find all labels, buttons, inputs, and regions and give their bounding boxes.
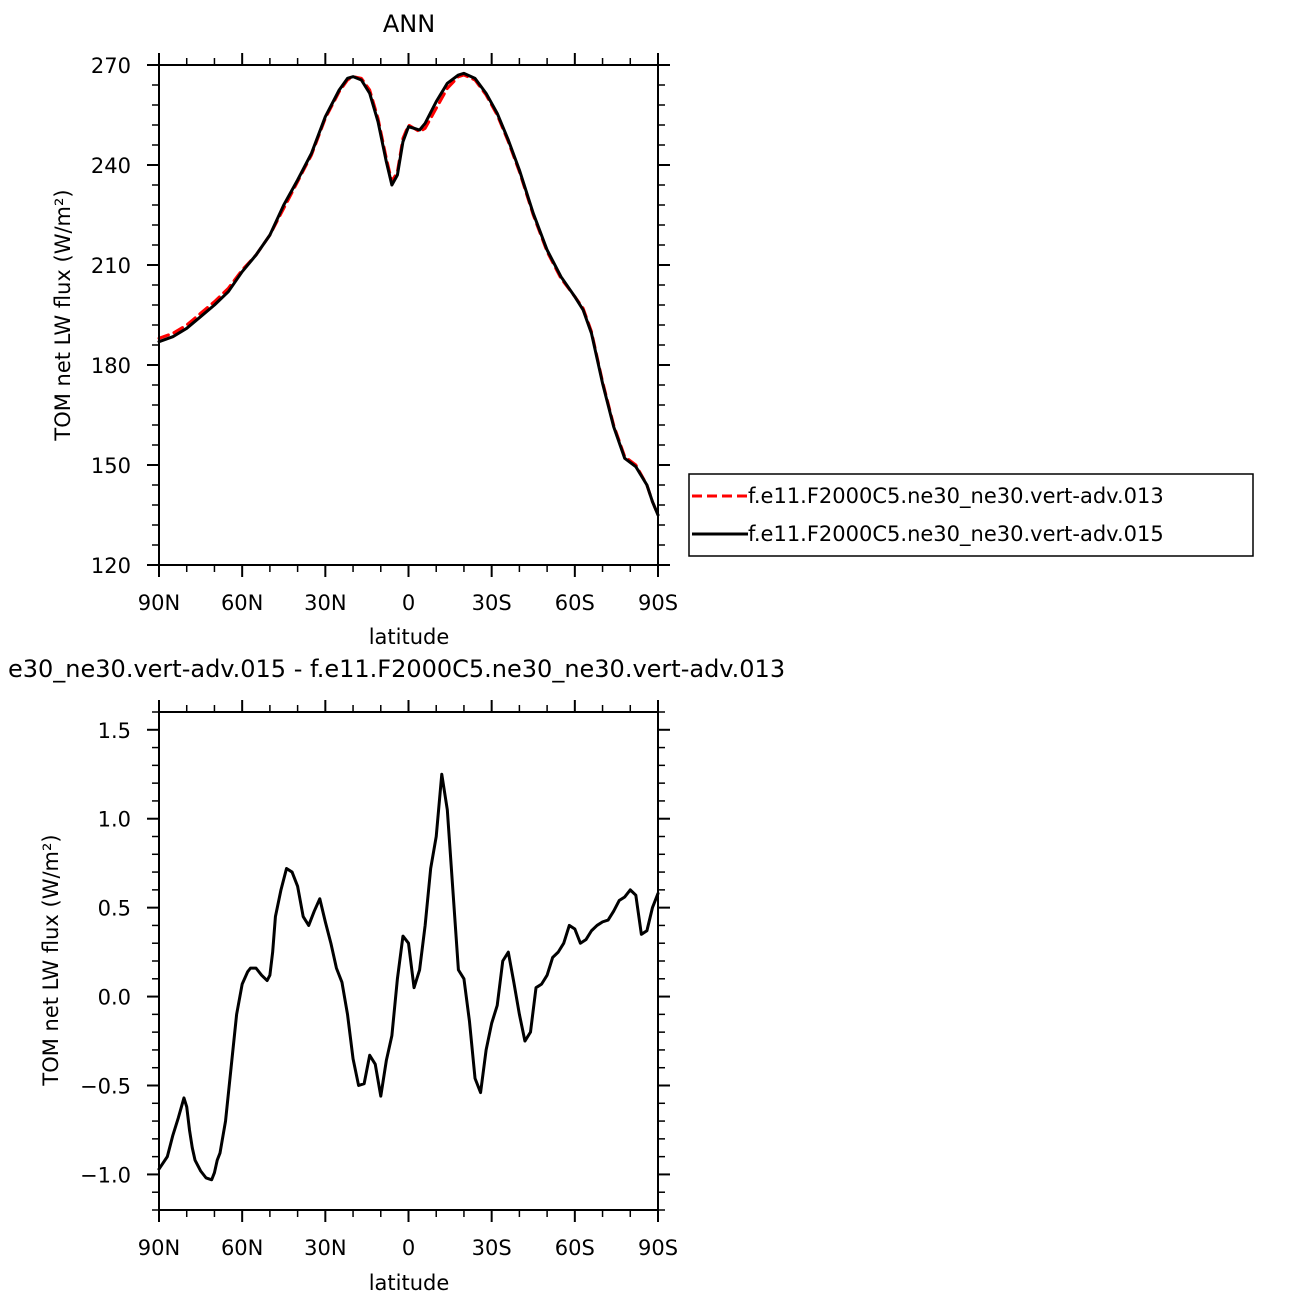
top-y-tick-label-3: 210 xyxy=(91,254,131,278)
bottom-series-0-line xyxy=(157,772,660,1182)
bottom-panel: e30_ne30.vert-adv.015 - f.e11.F2000C5.ne… xyxy=(8,655,785,1295)
top-x-tick-label-1: 60N xyxy=(221,591,263,615)
top-y-tick-label-5: 270 xyxy=(91,54,131,78)
bottom-x-tick-label-5: 60S xyxy=(555,1236,595,1260)
bottom-x-tick-label-2: 30N xyxy=(304,1236,346,1260)
top-x-axis-title: latitude xyxy=(369,625,450,649)
top-y-tick-label-1: 150 xyxy=(91,454,131,478)
bottom-y-tick-label-2: 0.0 xyxy=(98,986,131,1010)
legend-box xyxy=(688,473,1254,557)
bottom-x-tick-label-0: 90N xyxy=(138,1236,180,1260)
bottom-plot-frame xyxy=(158,711,659,1211)
bottom-x-axis-title: latitude xyxy=(369,1271,450,1295)
top-plot-frame xyxy=(158,64,659,566)
top-series-1-line xyxy=(157,71,660,517)
legend-label-015: f.e11.F2000C5.ne30_ne30.vert-adv.015 xyxy=(748,522,1164,547)
top-x-tick-label-2: 30N xyxy=(304,591,346,615)
top-y-tick-label-0: 120 xyxy=(91,554,131,578)
bottom-x-tick-label-6: 90S xyxy=(638,1236,678,1260)
top-x-tick-label-4: 30S xyxy=(472,591,512,615)
top-panel: ANN latitude TOM net LW flux (W/m²) 90N 6… xyxy=(51,10,678,649)
top-series-0-line xyxy=(157,73,660,517)
bottom-y-tick-label-0: −1.0 xyxy=(80,1163,131,1187)
bottom-chart-title: e30_ne30.vert-adv.015 - f.e11.F2000C5.ne… xyxy=(8,655,785,683)
bottom-y-tick-label-3: 0.5 xyxy=(98,897,131,921)
top-y-tick-label-2: 180 xyxy=(91,354,131,378)
bottom-y-axis-title: TOM net LW flux (W/m²) xyxy=(39,834,63,1086)
legend: f.e11.F2000C5.ne30_ne30.vert-adv.013 f.e… xyxy=(688,473,1254,557)
bottom-x-tick-label-3: 0 xyxy=(402,1236,415,1260)
top-y-tick-label-4: 240 xyxy=(91,154,131,178)
bottom-y-tick-label-4: 1.0 xyxy=(98,808,131,832)
top-x-tick-label-3: 0 xyxy=(402,591,415,615)
legend-label-013: f.e11.F2000C5.ne30_ne30.vert-adv.013 xyxy=(748,484,1164,509)
bottom-y-tick-label-1: −0.5 xyxy=(80,1075,131,1099)
bottom-y-tick-label-5: 1.5 xyxy=(98,719,131,743)
bottom-x-tick-label-4: 30S xyxy=(472,1236,512,1260)
top-y-axis-title: TOM net LW flux (W/m²) xyxy=(51,189,75,441)
top-x-tick-label-6: 90S xyxy=(638,591,678,615)
bottom-x-tick-label-1: 60N xyxy=(221,1236,263,1260)
top-chart-title: ANN xyxy=(383,10,435,38)
top-x-tick-label-0: 90N xyxy=(138,591,180,615)
top-x-tick-label-5: 60S xyxy=(555,591,595,615)
